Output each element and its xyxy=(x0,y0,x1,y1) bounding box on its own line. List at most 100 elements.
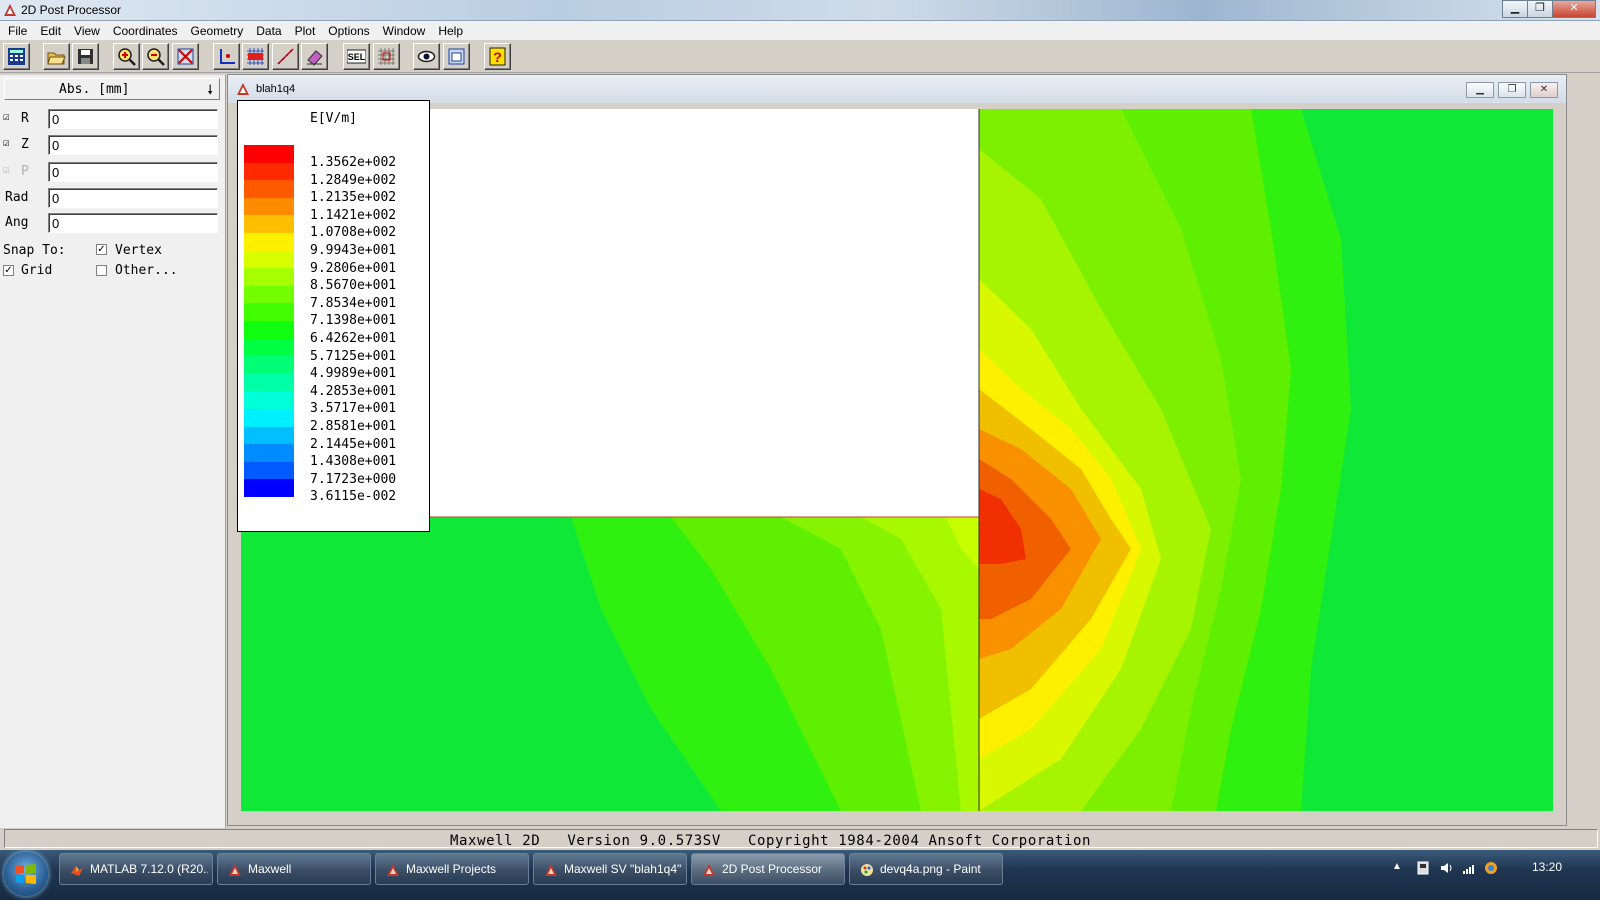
signal-icon[interactable] xyxy=(1462,861,1476,875)
open-folder-icon xyxy=(47,52,66,65)
zoom-fit-button[interactable] xyxy=(172,43,199,70)
r-input[interactable]: 0 xyxy=(48,109,218,129)
color-legend[interactable]: E[V/m] 1.3562e+002 1.2849e+002 1.2135e+002… xyxy=(237,100,430,532)
snap-vertex-checkbox[interactable]: ✓ xyxy=(96,244,107,255)
dropdown-arrow-icon[interactable]: 🠗 xyxy=(207,83,213,98)
save-button[interactable] xyxy=(72,43,99,70)
p-input[interactable]: 0 xyxy=(48,162,218,182)
menu-edit[interactable]: Edit xyxy=(40,24,62,38)
snap-points-button[interactable] xyxy=(272,43,299,70)
snap-points-icon xyxy=(277,48,294,65)
child-close-button[interactable]: ✕ xyxy=(1530,82,1558,98)
legend-entry: 7.1398e+001 xyxy=(238,303,429,328)
power-icon[interactable] xyxy=(1484,861,1498,875)
clock[interactable]: 13:20 xyxy=(1532,860,1563,874)
snap-grid-checkbox[interactable]: ✓ xyxy=(3,265,14,276)
z-checkbox[interactable]: ☑ xyxy=(3,136,10,149)
taskbar-button[interactable]: Maxwell SV "blah1q4" xyxy=(533,853,687,885)
network-device-icon[interactable] xyxy=(1416,861,1430,875)
child-restore-button[interactable]: ❐ xyxy=(1498,82,1526,98)
legend-entry: 7.1723e+000 xyxy=(238,461,429,487)
menu-plot[interactable]: Plot xyxy=(294,24,316,38)
zoom-out-button[interactable] xyxy=(142,43,169,70)
child-minimize-button[interactable]: ▁ xyxy=(1466,82,1494,98)
p-label: P xyxy=(21,164,29,179)
menu-options[interactable]: Options xyxy=(328,24,370,38)
legend-swatch xyxy=(244,356,294,375)
ansoft-logo-icon xyxy=(237,83,249,95)
legend-entry: 1.2135e+002 xyxy=(238,180,429,205)
eraser-button[interactable] xyxy=(301,43,328,70)
save-icon xyxy=(78,49,93,64)
snap-other-checkbox[interactable] xyxy=(96,265,107,276)
title-bar[interactable]: 2D Post Processor ▁ ❐ ✕ xyxy=(0,0,1600,21)
calculator-icon xyxy=(8,48,25,65)
select-all-button[interactable] xyxy=(373,43,400,70)
select-button[interactable]: SEL xyxy=(343,43,370,70)
legend-swatch xyxy=(244,162,294,181)
close-button[interactable]: ✕ xyxy=(1552,0,1596,18)
window-button[interactable] xyxy=(443,43,470,70)
legend-entry: 1.1421e+002 xyxy=(238,197,429,223)
show-hidden-icons-icon[interactable]: ▲ xyxy=(1392,861,1402,872)
legend-value: 1.1421e+002 xyxy=(310,207,397,223)
menu-coordinates[interactable]: Coordinates xyxy=(112,24,178,38)
legend-swatch xyxy=(244,197,294,216)
menu-file[interactable]: File xyxy=(8,24,28,38)
help-button[interactable]: ? xyxy=(484,43,511,70)
plot-window-titlebar[interactable]: blah1q4 ▁ ❐ ✕ xyxy=(228,75,1566,103)
taskbar-button[interactable]: Maxwell xyxy=(217,853,371,885)
legend-value: 8.5670e+001 xyxy=(310,278,397,294)
rad-input[interactable]: 0 xyxy=(48,188,218,208)
legend-entry: 6.4262e+001 xyxy=(238,321,429,346)
taskbar-button[interactable]: MATLAB 7.12.0 (R20... xyxy=(59,853,213,885)
legend-swatch xyxy=(244,373,294,392)
z-input[interactable]: 0 xyxy=(48,135,218,155)
ang-label: Ang xyxy=(5,215,29,230)
coord-row-r: ☑ R 0 xyxy=(0,108,226,130)
legend-entry: 4.9989e+001 xyxy=(238,356,429,381)
legend-swatch xyxy=(244,180,294,199)
calculator-button[interactable] xyxy=(3,43,30,70)
menu-data[interactable]: Data xyxy=(256,24,282,38)
legend-entry: 2.1445e+001 xyxy=(238,426,429,452)
maxwell-icon xyxy=(545,864,557,876)
taskbar-button[interactable]: 2D Post Processor xyxy=(691,853,845,885)
view-button[interactable] xyxy=(413,43,440,70)
taskbar-button-label: 2D Post Processor xyxy=(722,862,823,876)
window-icon xyxy=(448,48,465,65)
legend-value: 7.1723e+000 xyxy=(310,471,397,487)
maximize-button[interactable]: ❐ xyxy=(1527,0,1553,18)
minimize-button[interactable]: ▁ xyxy=(1502,0,1528,18)
taskbar-button[interactable]: Maxwell Projects xyxy=(375,853,529,885)
coord-row-z: ☑ Z 0 xyxy=(0,134,226,156)
legend-entry: 4.2853e+001 xyxy=(238,373,429,399)
zoom-in-button[interactable] xyxy=(113,43,140,70)
menu-geometry[interactable]: Geometry xyxy=(190,24,244,38)
grid-onoff-button[interactable] xyxy=(242,43,269,70)
menu-window[interactable]: Window xyxy=(382,24,426,38)
field-plot-canvas[interactable] xyxy=(241,109,1553,811)
axes-button[interactable] xyxy=(213,43,240,70)
legend-entry: 3.5717e+001 xyxy=(238,391,429,416)
volume-icon[interactable] xyxy=(1440,861,1454,875)
legend-entry: 1.2849e+002 xyxy=(238,162,429,188)
menu-help[interactable]: Help xyxy=(438,24,464,38)
ansoft-logo-icon xyxy=(4,4,16,16)
legend-entry: 2.8581e+001 xyxy=(238,409,429,434)
snap-to-label: Snap To: xyxy=(3,243,66,258)
legend-entry: 1.3562e+002 xyxy=(238,145,429,170)
open-button[interactable] xyxy=(43,43,70,70)
menu-view[interactable]: View xyxy=(74,24,100,38)
start-button[interactable] xyxy=(4,852,48,896)
legend-value: 7.8534e+001 xyxy=(310,295,397,311)
legend-swatch xyxy=(244,250,294,269)
maxwell-icon xyxy=(387,864,399,876)
coordinate-system-select[interactable]: Abs. [mm] 🠗 xyxy=(4,78,220,100)
r-checkbox[interactable]: ☑ xyxy=(3,110,10,123)
ang-input[interactable]: 0 xyxy=(48,213,218,233)
taskbar-button[interactable]: devq4a.png - Paint xyxy=(849,853,1003,885)
legend-value: 1.2849e+002 xyxy=(310,172,397,188)
legend-swatch xyxy=(244,145,294,163)
e-field-contour-plot[interactable] xyxy=(241,109,1553,811)
